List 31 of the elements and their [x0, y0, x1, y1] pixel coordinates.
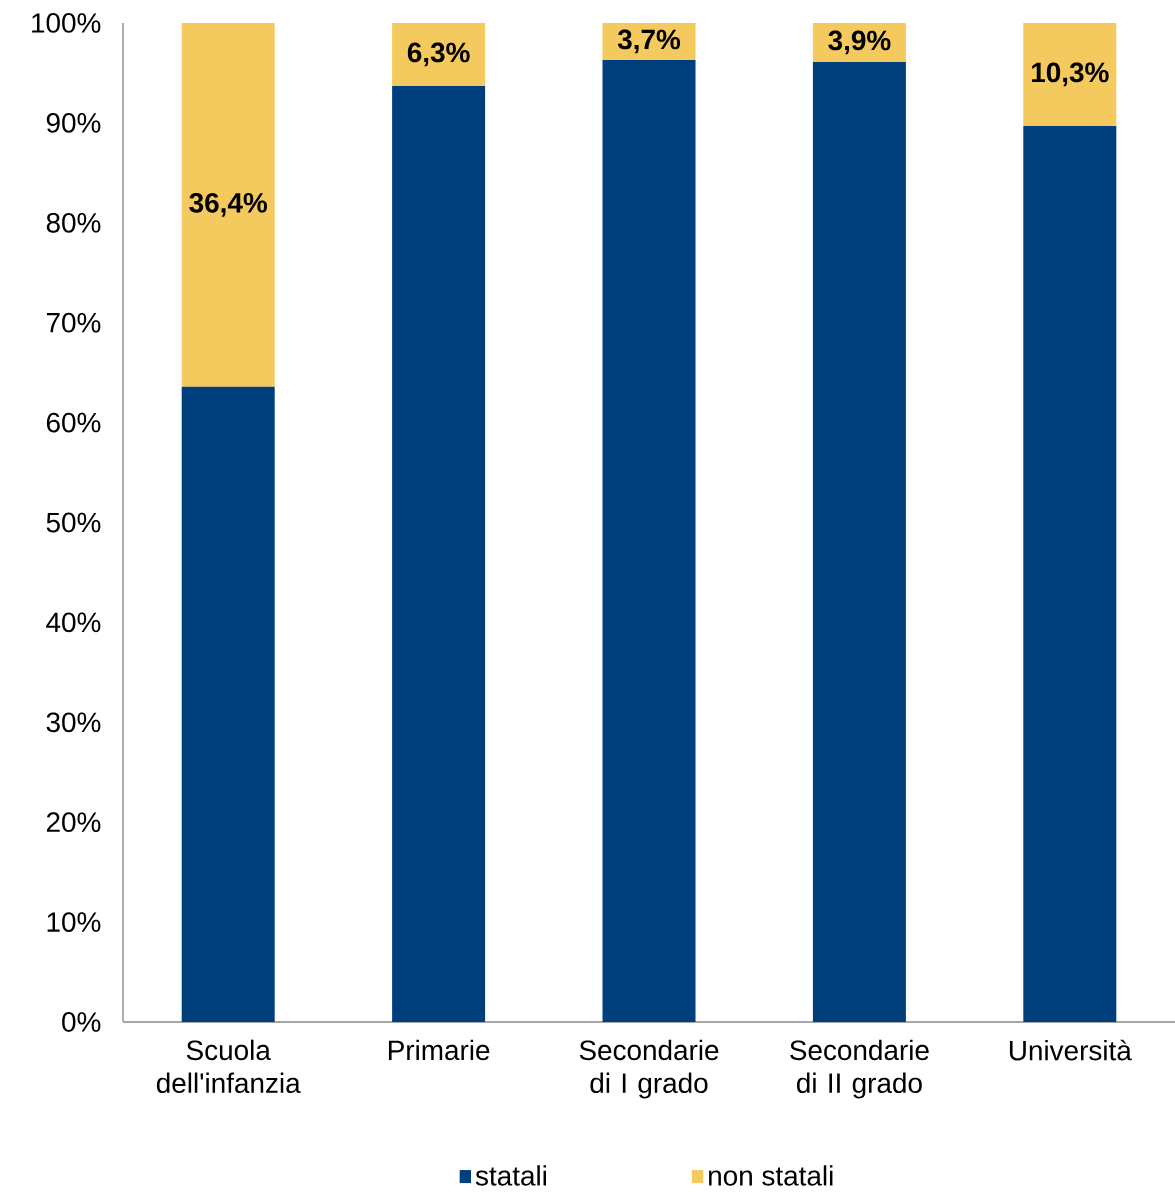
y-tick-label: 20% — [46, 812, 101, 833]
legend-label: statali — [475, 1165, 546, 1186]
x-tick-label: Scuola dell'infanzia — [156, 1039, 301, 1094]
data-label: 36,4% — [189, 192, 267, 217]
y-tick-label: 60% — [46, 412, 101, 433]
bar — [602, 59, 696, 1022]
data-label: 6,3% — [407, 42, 470, 67]
y-tick-label: 100% — [32, 13, 101, 33]
bar — [1023, 125, 1117, 1022]
x-tick-label: Secondarie di II grado — [790, 1039, 929, 1099]
legend-label: non statali — [709, 1165, 833, 1186]
bar — [392, 22, 486, 86]
bar — [181, 22, 275, 387]
y-tick-label: 70% — [46, 312, 101, 333]
data-label: 3,7% — [617, 29, 681, 54]
bar — [392, 85, 486, 1022]
data-label: 10,3% — [1032, 62, 1109, 87]
y-tick-label: 40% — [46, 612, 101, 633]
y-tick-label: 90% — [46, 112, 101, 133]
y-tick-label: 80% — [46, 212, 101, 233]
x-tick-label: Primarie — [388, 1039, 490, 1061]
bar — [812, 61, 906, 1022]
y-tick-label: 10% — [47, 912, 101, 932]
bar — [1023, 22, 1117, 126]
y-tick-label: 0% — [62, 1012, 101, 1032]
y-tick-label: 30% — [46, 712, 101, 733]
bar — [181, 386, 275, 1022]
y-tick-label: 50% — [46, 512, 101, 533]
data-label: 3,9% — [828, 30, 891, 55]
x-tick-label: Università — [1009, 1039, 1132, 1061]
x-tick-label: Secondarie di I grado — [579, 1039, 719, 1099]
